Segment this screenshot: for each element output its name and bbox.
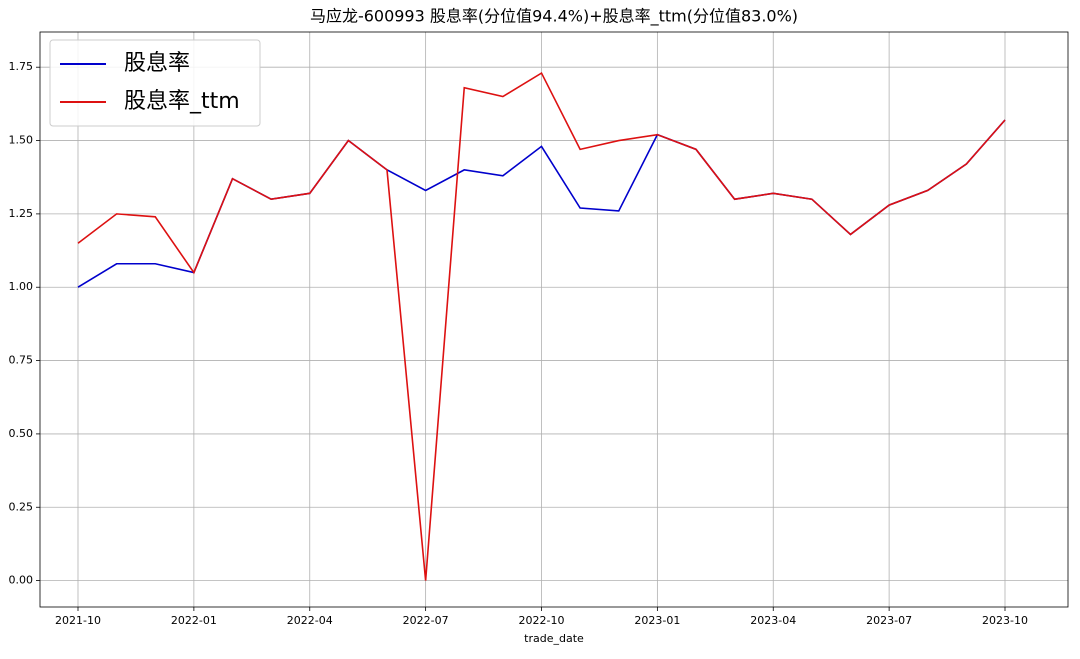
- y-tick-label: 1.00: [9, 280, 34, 293]
- y-tick-label: 0.00: [9, 574, 34, 587]
- x-tick-label: 2023-04: [750, 614, 796, 627]
- x-tick-label: 2023-10: [982, 614, 1028, 627]
- series-line: [77, 71, 1006, 581]
- legend-label: 股息率: [124, 51, 190, 76]
- y-tick-label: 1.50: [9, 134, 34, 147]
- x-tick-label: 2023-01: [634, 614, 680, 627]
- x-tick-label: 2023-07: [866, 614, 912, 627]
- legend-box: [49, 39, 261, 127]
- y-tick-label: 1.75: [9, 60, 34, 73]
- y-tick-label: 0.25: [9, 500, 34, 513]
- x-tick-label: 2022-01: [171, 614, 217, 627]
- y-tick-label: 0.50: [9, 427, 34, 440]
- x-tick-label: 2021-10: [55, 614, 101, 627]
- plot-frame: [39, 31, 1069, 608]
- x-tick-label: 2022-07: [403, 614, 449, 627]
- x-tick-label: 2022-04: [287, 614, 333, 627]
- legend-label: 股息率_ttm: [124, 89, 240, 114]
- x-axis-label: trade_date: [524, 632, 584, 645]
- chart-title: 马应龙-600993 股息率(分位值94.4%)+股息率_ttm(分位值83.0…: [310, 7, 798, 27]
- x-tick-label: 2022-10: [519, 614, 565, 627]
- y-tick-label: 1.25: [9, 207, 34, 220]
- y-tick-label: 0.75: [9, 354, 34, 367]
